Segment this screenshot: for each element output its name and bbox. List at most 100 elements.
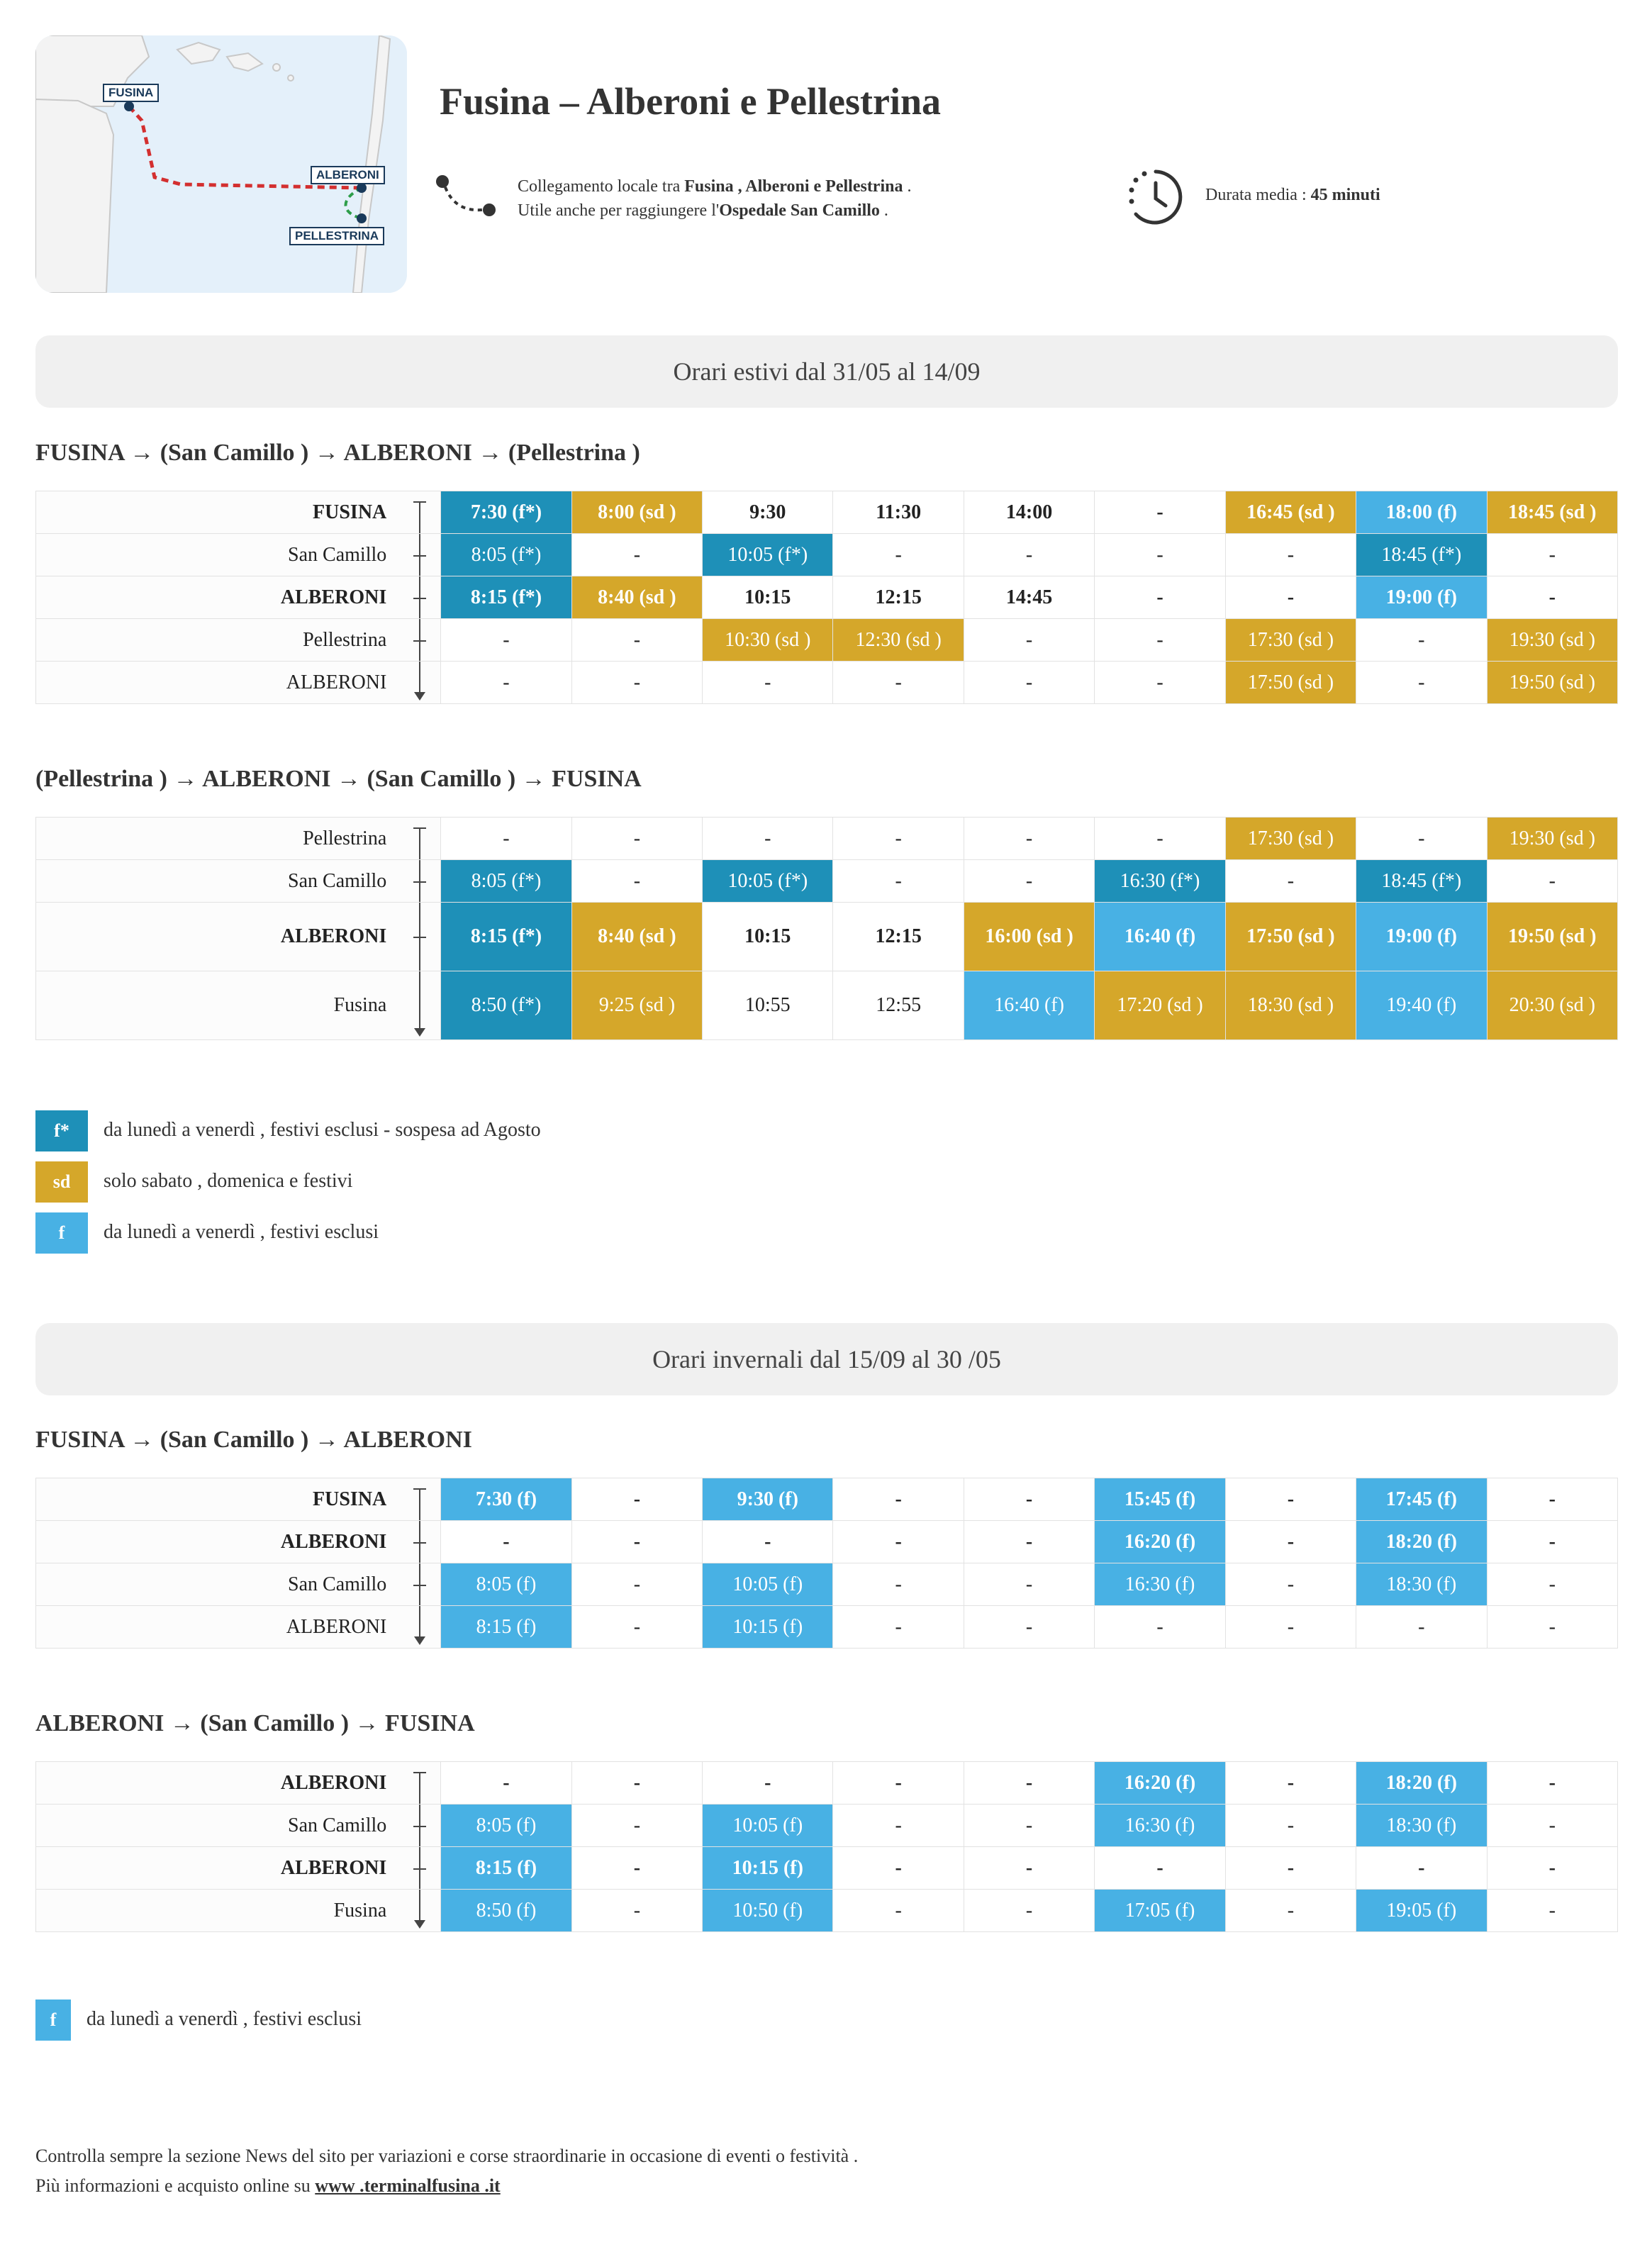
- departure-time: -: [702, 1520, 834, 1563]
- departure-time: -: [963, 1804, 1095, 1847]
- departure-time: -: [702, 1761, 834, 1805]
- legend-code-fstar: f*: [35, 1110, 88, 1151]
- map-label-pellestrina: PELLESTRINA: [289, 227, 385, 245]
- route-line-icon: [409, 971, 430, 1039]
- winter-return-table: ALBERONI - - - - -16:20 (f) -18:20 (f) - San Cam…: [35, 1761, 1619, 1932]
- stop-name: ALBERONI: [35, 661, 442, 704]
- departure-time: 16:20 (f): [1094, 1761, 1226, 1805]
- departure-time: -: [963, 533, 1095, 576]
- departure-time: -: [571, 661, 703, 704]
- winter-outbound-title: FUSINA → (San Camillo ) → ALBERONI: [35, 1427, 472, 1453]
- departure-time: -: [1486, 576, 1619, 619]
- departure-time: -: [1094, 661, 1226, 704]
- departure-time: -: [1486, 1563, 1619, 1606]
- stop-label: ALBERONI: [280, 1530, 387, 1553]
- departure-time: -: [1356, 661, 1488, 704]
- departure-time: -: [832, 533, 964, 576]
- footer-note: Controlla sempre la sezione News del sit…: [35, 2141, 858, 2201]
- departure-time: 8:05 (f): [440, 1563, 572, 1606]
- route-line-icon: [409, 1847, 430, 1889]
- departure-time: 17:30 (sd ): [1224, 618, 1357, 662]
- route-line-icon: [409, 1521, 430, 1563]
- terminal-fusina-link[interactable]: www .terminalfusina .it: [315, 2175, 501, 2196]
- departure-time: -: [1224, 1563, 1357, 1606]
- map-label-alberoni: ALBERONI: [311, 166, 385, 184]
- route-line-icon: [409, 1478, 430, 1520]
- stop-name: ALBERONI: [35, 1520, 442, 1563]
- departure-time: 9:25 (sd ): [571, 971, 703, 1040]
- departure-time: 14:00: [963, 491, 1095, 534]
- departure-time: 18:45 (f*): [1356, 533, 1488, 576]
- summer-return-table: Pellestrina - - - - - -17:30 (sd ) -19:30 (sd )…: [35, 817, 1619, 1040]
- departure-time: 20:30 (sd ): [1486, 971, 1619, 1040]
- departure-time: 18:45 (f*): [1356, 859, 1488, 903]
- stop-label: Fusina: [333, 994, 387, 1016]
- departure-time: 17:50 (sd ): [1224, 902, 1357, 971]
- legend-code-f: f: [35, 1212, 88, 1254]
- departure-time: -: [832, 1804, 964, 1847]
- stop-name: ALBERONI: [35, 1846, 442, 1890]
- legend-text-sd: solo sabato , domenica e festivi: [104, 1170, 353, 1192]
- departure-time: 9:30 (f): [702, 1478, 834, 1521]
- departure-time: 8:05 (f*): [440, 533, 572, 576]
- departure-time: -: [1094, 817, 1226, 860]
- departure-time: 8:40 (sd ): [571, 576, 703, 619]
- departure-time: 16:40 (f): [963, 971, 1095, 1040]
- departure-time: 17:20 (sd ): [1094, 971, 1226, 1040]
- departure-time: 16:30 (f): [1094, 1804, 1226, 1847]
- departure-time: -: [571, 1605, 703, 1649]
- departure-time: -: [571, 1846, 703, 1890]
- legend-text-fstar: da lunedì a venerdì , festivi esclusi - …: [104, 1119, 541, 1141]
- departure-time: -: [440, 817, 572, 860]
- footer-line-2: Più informazioni e acquisto online su ww…: [35, 2175, 501, 2196]
- departure-time: 7:30 (f*): [440, 491, 572, 534]
- departure-time: -: [1356, 618, 1488, 662]
- departure-time: 8:00 (sd ): [571, 491, 703, 534]
- departure-time: 19:00 (f): [1356, 576, 1488, 619]
- stop-name: ALBERONI: [35, 1605, 442, 1649]
- table-row: San Camillo 8:05 (f*) -10:05 (f*) - -16:30 (…: [35, 859, 1619, 903]
- departure-time: 11:30: [832, 491, 964, 534]
- departure-time: -: [963, 618, 1095, 662]
- departure-time: -: [963, 1889, 1095, 1932]
- departure-time: -: [832, 1889, 964, 1932]
- departure-time: 10:50 (f): [702, 1889, 834, 1932]
- departure-time: 16:40 (f): [1094, 902, 1226, 971]
- departure-time: 19:30 (sd ): [1486, 618, 1619, 662]
- departure-time: -: [1224, 1846, 1357, 1890]
- departure-time: -: [832, 1563, 964, 1606]
- departure-time: 15:45 (f): [1094, 1478, 1226, 1521]
- departure-time: 16:30 (f*): [1094, 859, 1226, 903]
- table-row: ALBERONI 8:15 (f) -10:15 (f) - - - - - -: [35, 1846, 1619, 1890]
- departure-time: 8:15 (f*): [440, 902, 572, 971]
- departure-time: 12:15: [832, 576, 964, 619]
- departure-time: 10:15 (f): [702, 1846, 834, 1890]
- stop-name: Pellestrina: [35, 618, 442, 662]
- stop-label: Pellestrina: [303, 827, 387, 849]
- departure-time: -: [702, 817, 834, 860]
- departure-time: 14:45: [963, 576, 1095, 619]
- departure-time: 18:30 (f): [1356, 1563, 1488, 1606]
- departure-time: 18:30 (f): [1356, 1804, 1488, 1847]
- departure-time: -: [571, 1478, 703, 1521]
- departure-time: 8:15 (f): [440, 1605, 572, 1649]
- departure-time: -: [440, 618, 572, 662]
- departure-time: 12:30 (sd ): [832, 618, 964, 662]
- stop-name: San Camillo: [35, 1804, 442, 1847]
- departure-time: -: [1224, 1520, 1357, 1563]
- stop-label: Fusina: [333, 1899, 387, 1922]
- summer-banner: Orari estivi dal 31/05 al 14/09: [35, 335, 1618, 408]
- departure-time: -: [1224, 1605, 1357, 1649]
- departure-time: 7:30 (f): [440, 1478, 572, 1521]
- winter-banner: Orari invernali dal 15/09 al 30 /05: [35, 1323, 1618, 1395]
- departure-time: -: [963, 1478, 1095, 1521]
- departure-time: 10:15: [702, 902, 834, 971]
- stop-label: ALBERONI: [280, 1771, 387, 1794]
- departure-time: 10:05 (f): [702, 1804, 834, 1847]
- departure-time: -: [832, 1605, 964, 1649]
- departure-time: -: [1486, 1846, 1619, 1890]
- stop-name: San Camillo: [35, 859, 442, 903]
- departure-time: -: [963, 1563, 1095, 1606]
- winter-legend-code-f: f: [35, 2000, 71, 2041]
- table-row: Fusina 8:50 (f) -10:50 (f) - -17:05 (f) -19:0…: [35, 1889, 1619, 1932]
